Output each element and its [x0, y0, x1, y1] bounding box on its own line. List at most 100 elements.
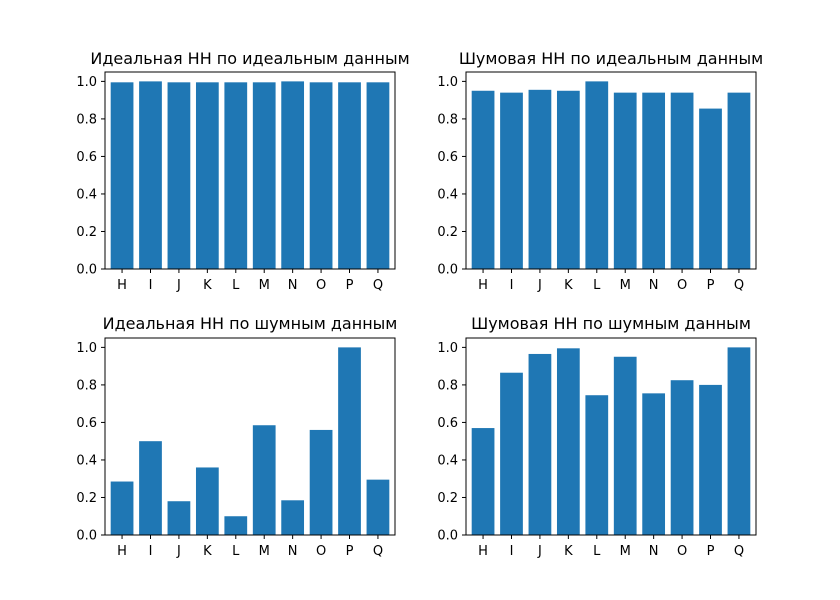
subplot-2-bar-J — [528, 89, 552, 269]
subplot-1-y-tick-label-4: 0.8 — [76, 112, 97, 127]
subplot-4-x-tick-label-Q: Q — [734, 544, 744, 559]
subplot-2-bar-M — [613, 92, 637, 269]
subplot-4-bars — [471, 347, 751, 535]
subplot-4-x-axis: H I J K L M N O P Q — [478, 535, 744, 559]
subplot-4-bar-Q — [727, 347, 751, 535]
subplot-4: Шумовая НН по шумным данным 0.0 0.2 0.4 0.6… — [437, 314, 757, 559]
subplot-2-x-tick-label-Q: Q — [734, 278, 744, 293]
subplot-3-x-tick-label-Q: Q — [373, 544, 383, 559]
subplot-1-x-tick-label-H: H — [117, 278, 127, 293]
subplot-2-y-tick-label-0: 0.0 — [437, 263, 458, 278]
subplot-1-y-tick-label-2: 0.4 — [76, 187, 97, 202]
subplot-2-x-tick-label-J: J — [537, 278, 542, 293]
subplot-3-x-tick-label-O: O — [316, 544, 326, 559]
subplot-1-y-tick-label-1: 0.2 — [76, 225, 97, 240]
subplot-3-frame — [104, 337, 396, 536]
subplot-3-bar-Q — [366, 479, 390, 535]
subplot-4-x-tick-label-I: I — [510, 544, 514, 559]
subplot-2-x-tick-label-I: I — [510, 278, 514, 293]
subplot-2-x-tick-label-L: L — [593, 278, 601, 293]
subplot-4-x-tick-label-P: P — [707, 544, 715, 559]
subplot-1-x-tick-label-I: I — [149, 278, 153, 293]
subplot-4-bar-N — [642, 393, 666, 535]
subplot-3-x-tick-label-J: J — [176, 544, 181, 559]
subplot-4-title: Шумовая НН по шумным данным — [471, 314, 751, 333]
subplot-4-frame — [465, 337, 757, 536]
subplot-1-bar-O — [309, 82, 333, 269]
subplot-1-x-tick-label-O: O — [316, 278, 326, 293]
subplot-4-x-tick-label-N: N — [649, 544, 659, 559]
subplot-2-x-tick-label-N: N — [649, 278, 659, 293]
subplot-3-x-tick-label-H: H — [117, 544, 127, 559]
subplot-4-x-tick-label-O: O — [677, 544, 687, 559]
subplot-1-frame — [104, 71, 396, 270]
subplot-3-x-tick-label-K: K — [203, 544, 212, 559]
subplot-3-y-tick-label-1: 0.2 — [76, 491, 97, 506]
subplot-2-bar-H — [471, 90, 495, 269]
subplot-3-bar-P — [338, 347, 361, 535]
subplot-2-y-axis: 0.0 0.2 0.4 0.6 0.8 1.0 — [437, 75, 466, 278]
subplot-4-y-tick-label-0: 0.0 — [437, 529, 458, 544]
subplot-2-title: Шумовая НН по идеальным данным — [459, 49, 763, 68]
subplot-3-bar-H — [110, 481, 134, 535]
subplot-1-y-axis: 0.0 0.2 0.4 0.6 0.8 1.0 — [76, 75, 105, 278]
subplot-2-y-tick-label-1: 0.2 — [437, 225, 458, 240]
subplot-3-bar-K — [195, 467, 219, 535]
subplot-1-x-tick-label-P: P — [346, 278, 354, 293]
subplot-4-y-tick-label-2: 0.4 — [437, 453, 458, 468]
subplot-2-bar-Q — [727, 92, 751, 269]
subplot-3-x-tick-label-L: L — [232, 544, 240, 559]
subplot-1-bar-P — [338, 82, 361, 269]
subplot-2-x-tick-label-O: O — [677, 278, 687, 293]
subplot-2-bar-P — [699, 108, 722, 269]
subplot-1-x-tick-label-L: L — [232, 278, 240, 293]
subplot-1-bar-N — [281, 81, 305, 269]
subplot-3-bars — [110, 347, 390, 535]
subplot-1-y-tick-label-3: 0.6 — [76, 150, 97, 165]
subplot-4-bar-L — [585, 395, 609, 535]
subplot-3-bar-J — [167, 501, 191, 535]
subplot-2-frame — [465, 71, 757, 270]
subplot-1: Идеальная НН по идеальным данным 0.00.20… — [76, 49, 409, 293]
subplot-2-bar-L — [585, 81, 609, 269]
subplot-2-x-axis: H I J K L M N O P Q — [478, 269, 744, 293]
subplot-4-y-axis: 0.0 0.2 0.4 0.6 0.8 1.0 — [437, 341, 466, 544]
subplot-1-x-axis: H I J K L M N O P Q — [117, 269, 383, 293]
subplot-2-y-tick-label-5: 1.0 — [437, 75, 458, 90]
subplot-1-bar-I — [139, 81, 162, 269]
subplot-4-x-tick-label-M: M — [620, 544, 631, 559]
subplot-3-bar-I — [139, 441, 162, 535]
subplot-2-bar-O — [670, 92, 694, 269]
subplot-1-bar-J — [167, 82, 191, 269]
subplot-2-x-tick-label-H: H — [478, 278, 488, 293]
subplot-4-bar-O — [670, 380, 694, 535]
subplot-3: Идеальная НН по шумным данным 0.00.20.40… — [76, 314, 397, 559]
subplot-3-y-tick-label-2: 0.4 — [76, 453, 97, 468]
subplot-2-y-tick-label-2: 0.4 — [437, 187, 458, 202]
subplot-3-bar-N — [281, 500, 305, 535]
subplot-3-bar-L — [224, 516, 248, 535]
subplot-2-y-tick-label-4: 0.8 — [437, 112, 458, 127]
subplot-2: Шумовая НН по идеальным данным 0.0 0.2 0.4… — [437, 49, 763, 293]
subplot-4-bar-I — [500, 372, 523, 535]
subplot-3-x-axis: H I J K L M N O P Q — [117, 535, 383, 559]
subplot-4-y-tick-label-4: 0.8 — [437, 378, 458, 393]
subplot-3-y-axis: 0.0 0.2 0.4 0.6 0.8 1.0 — [76, 341, 105, 544]
subplot-2-bar-N — [642, 92, 666, 269]
subplot-4-bar-K — [556, 348, 580, 535]
subplot-1-bar-H — [110, 82, 134, 269]
subplot-3-x-tick-label-P: P — [346, 544, 354, 559]
subplot-3-title: Идеальная НН по шумным данным — [103, 314, 398, 333]
subplot-2-x-tick-label-P: P — [707, 278, 715, 293]
subplot-1-x-tick-label-K: K — [203, 278, 212, 293]
subplot-2-bar-K — [556, 90, 580, 269]
subplot-1-bar-L — [224, 82, 248, 269]
subplot-1-x-tick-label-N: N — [288, 278, 298, 293]
subplot-3-y-tick-label-3: 0.6 — [76, 416, 97, 431]
subplot-3-x-tick-label-N: N — [288, 544, 298, 559]
subplot-3-x-tick-label-M: M — [259, 544, 270, 559]
subplot-4-bar-M — [613, 356, 637, 535]
subplot-2-bars — [471, 81, 751, 269]
subplot-1-bars — [110, 81, 390, 269]
subplot-4-y-tick-label-5: 1.0 — [437, 341, 458, 356]
